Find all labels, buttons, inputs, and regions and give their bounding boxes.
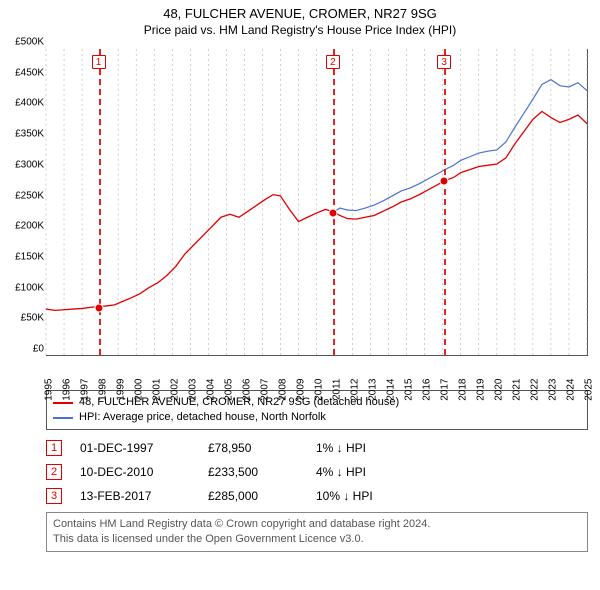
x-axis-label: 1998 [98, 379, 109, 401]
y-axis-label: £50K [21, 313, 44, 324]
x-axis-label: 2021 [512, 379, 523, 401]
sale-marker-badge: 1 [92, 55, 106, 69]
x-axis-label: 2018 [458, 379, 469, 401]
y-axis-label: £150K [15, 251, 44, 262]
y-axis-label: £450K [15, 67, 44, 78]
x-axis-label: 1995 [44, 379, 55, 401]
legend-item: HPI: Average price, detached house, Nort… [53, 410, 581, 425]
x-axis-label: 2005 [224, 379, 235, 401]
sale-event-row: 2 10-DEC-2010 £233,500 4% ↓ HPI [46, 464, 588, 480]
x-axis-label: 2007 [260, 379, 271, 401]
x-axis-label: 2006 [242, 379, 253, 401]
event-price: £285,000 [208, 489, 298, 503]
event-hpi-delta: 4% ↓ HPI [316, 465, 366, 479]
sale-event-row: 1 01-DEC-1997 £78,950 1% ↓ HPI [46, 440, 588, 456]
footer-line: Contains HM Land Registry data © Crown c… [53, 517, 581, 532]
x-axis-label: 2024 [566, 379, 577, 401]
sale-marker-badge: 3 [437, 55, 451, 69]
x-axis-label: 2013 [368, 379, 379, 401]
legend-swatch [53, 402, 73, 404]
footer-attribution: Contains HM Land Registry data © Crown c… [46, 512, 588, 552]
x-axis-label: 2002 [170, 379, 181, 401]
footer-line: This data is licensed under the Open Gov… [53, 532, 581, 547]
sale-marker-badge: 2 [326, 55, 340, 69]
x-axis-label: 2001 [152, 379, 163, 401]
x-axis-label: 2020 [494, 379, 505, 401]
series-line-hpi [333, 80, 587, 212]
y-axis-label: £100K [15, 282, 44, 293]
x-axis-label: 2000 [134, 379, 145, 401]
legend-swatch [53, 417, 73, 419]
x-axis-label: 2023 [548, 379, 559, 401]
y-axis-label: £350K [15, 129, 44, 140]
page-title: 48, FULCHER AVENUE, CROMER, NR27 9SG [0, 6, 600, 21]
event-badge: 1 [46, 440, 62, 456]
x-axis-label: 2015 [404, 379, 415, 401]
event-price: £233,500 [208, 465, 298, 479]
x-axis-label: 2014 [386, 379, 397, 401]
x-axis-label: 2017 [440, 379, 451, 401]
x-axis-label: 2009 [296, 379, 307, 401]
x-axis-label: 2025 [584, 379, 595, 401]
x-axis-label: 1997 [80, 379, 91, 401]
x-axis-label: 2019 [476, 379, 487, 401]
y-axis-label: £0 [33, 344, 44, 355]
x-axis-label: 2010 [314, 379, 325, 401]
y-axis-label: £400K [15, 98, 44, 109]
y-axis-label: £200K [15, 221, 44, 232]
price-chart: £0£50K£100K£150K£200K£250K£300K£350K£400… [46, 49, 588, 384]
sale-marker-dot [440, 177, 449, 186]
event-date: 01-DEC-1997 [80, 441, 190, 455]
sale-marker-dot [94, 303, 103, 312]
sale-marker-line [444, 49, 446, 355]
legend-label: HPI: Average price, detached house, Nort… [79, 410, 326, 425]
sale-events: 1 01-DEC-1997 £78,950 1% ↓ HPI 2 10-DEC-2010 £… [46, 440, 588, 504]
event-badge: 3 [46, 488, 62, 504]
x-axis-label: 2011 [332, 379, 343, 401]
y-axis-label: £500K [15, 37, 44, 48]
sale-marker-dot [328, 208, 337, 217]
x-axis-label: 2016 [422, 379, 433, 401]
event-badge: 2 [46, 464, 62, 480]
x-axis-label: 1996 [62, 379, 73, 401]
event-price: £78,950 [208, 441, 298, 455]
event-date: 13-FEB-2017 [80, 489, 190, 503]
x-axis-label: 2008 [278, 379, 289, 401]
sale-event-row: 3 13-FEB-2017 £285,000 10% ↓ HPI [46, 488, 588, 504]
x-axis-label: 1999 [116, 379, 127, 401]
x-axis-label: 2012 [350, 379, 361, 401]
x-axis-label: 2003 [188, 379, 199, 401]
event-hpi-delta: 10% ↓ HPI [316, 489, 373, 503]
event-date: 10-DEC-2010 [80, 465, 190, 479]
sale-marker-line [333, 49, 335, 355]
x-axis-label: 2022 [530, 379, 541, 401]
event-hpi-delta: 1% ↓ HPI [316, 441, 366, 455]
page-subtitle: Price paid vs. HM Land Registry's House … [0, 23, 600, 37]
y-axis-label: £250K [15, 190, 44, 201]
y-axis-label: £300K [15, 159, 44, 170]
x-axis-label: 2004 [206, 379, 217, 401]
